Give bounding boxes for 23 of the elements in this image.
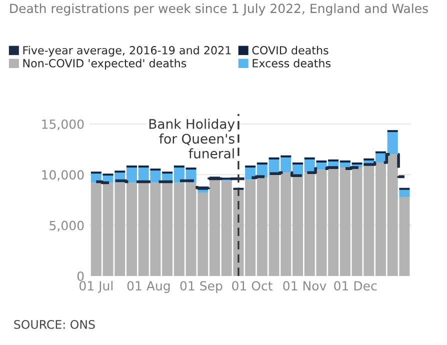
bar xyxy=(292,162,303,165)
legend-label: COVID deaths xyxy=(252,46,328,54)
legend-label: Five-year average, 2016-19 and 2021 xyxy=(23,46,231,57)
chart-title: Death registrations per week since 1 July 2022, England and Wales xyxy=(10,3,428,16)
bar xyxy=(387,132,398,154)
legend-label: Excess deaths xyxy=(252,58,330,68)
y-tick-label: 10,000 xyxy=(42,170,84,181)
bar xyxy=(399,190,410,197)
legend-label: Non-COVID 'expected' deaths xyxy=(23,58,186,70)
source-note: SOURCE: ONS xyxy=(14,320,95,329)
x-tick-label: 01 Dec xyxy=(334,281,377,291)
y-tick-label: 5,000 xyxy=(50,220,84,232)
x-tick-label: 01 Jul xyxy=(80,280,112,293)
x-tick-label: 01 Sep xyxy=(180,281,222,293)
bar xyxy=(256,162,268,165)
y-tick-label: 0 xyxy=(77,271,84,281)
y-tick-label: 15,000 xyxy=(42,119,84,130)
bar xyxy=(352,162,362,165)
x-tick-label: 01 Aug xyxy=(127,281,170,293)
x-tick-label: 01 Nov xyxy=(283,281,326,291)
x-tick-label: 01 Oct xyxy=(232,281,272,291)
bar xyxy=(198,190,208,193)
ref-line-label: Bank Holiday for Queen's funeral xyxy=(149,118,235,158)
